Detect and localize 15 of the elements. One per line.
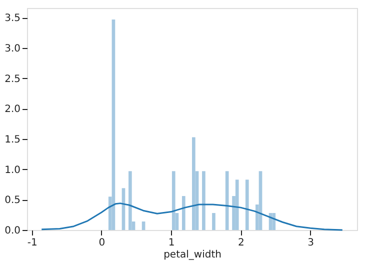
x-tick-label: 2 [238,238,244,248]
x-axis-title: petal_width [164,250,222,260]
y-tick-label: 0.0 [4,226,20,236]
x-tick-label: 1 [168,238,175,248]
y-tick-label: 0.5 [4,195,20,206]
x-tick-label: 0 [98,238,106,248]
y-tick-label: 2.0 [4,104,20,116]
y-tick-label: 3.5 [4,13,20,24]
y-tick-label: 3.0 [4,44,20,55]
x-tick-label: -1 [27,238,38,248]
y-tick-label: 1.5 [4,134,20,146]
y-tick-label: 1.0 [4,164,20,176]
x-tick-label: 3 [308,238,314,248]
y-tick-label: 2.5 [4,74,20,85]
line-series [40,202,344,231]
